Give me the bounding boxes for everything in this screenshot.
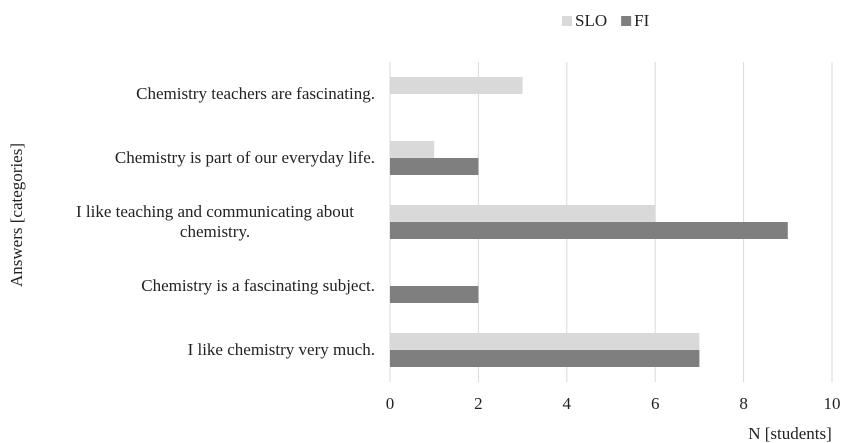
y-tick-label: I like teaching and communicating about … xyxy=(75,202,355,241)
y-axis-label: Answers [categories] xyxy=(7,143,26,287)
bar xyxy=(390,158,479,175)
y-tick-label: Chemistry teachers are fascinating. xyxy=(136,84,375,103)
y-tick-label: I like chemistry very much. xyxy=(187,340,375,359)
legend-swatch xyxy=(562,16,572,26)
bar xyxy=(390,350,700,367)
bar xyxy=(390,205,656,222)
y-tick-label: Chemistry is a fascinating subject. xyxy=(141,276,375,295)
bar xyxy=(390,77,523,94)
x-axis-label: N [students] xyxy=(748,424,832,443)
x-tick-label: 8 xyxy=(739,394,748,413)
y-tick-label-box: Chemistry teachers are fascinating. xyxy=(55,69,375,119)
legend-label: FI xyxy=(634,11,649,30)
y-tick-label-box: I like chemistry very much. xyxy=(55,325,375,375)
y-tick-label-box: Chemistry is a fascinating subject. xyxy=(55,261,375,311)
bar xyxy=(390,333,700,350)
bar xyxy=(390,286,479,303)
x-tick-label: 6 xyxy=(651,394,660,413)
bar xyxy=(390,222,788,239)
x-tick-label: 2 xyxy=(474,394,483,413)
y-tick-label-box: Chemistry is part of our everyday life. xyxy=(55,133,375,183)
x-tick-label: 10 xyxy=(824,394,841,413)
legend-label: SLO xyxy=(575,11,607,30)
legend-swatch xyxy=(621,16,632,26)
y-tick-label-box: I like teaching and communicating about … xyxy=(55,197,375,247)
x-tick-label: 4 xyxy=(563,394,572,413)
x-tick-label: 0 xyxy=(386,394,395,413)
y-tick-label: Chemistry is part of our everyday life. xyxy=(114,148,375,167)
bar xyxy=(390,141,435,158)
